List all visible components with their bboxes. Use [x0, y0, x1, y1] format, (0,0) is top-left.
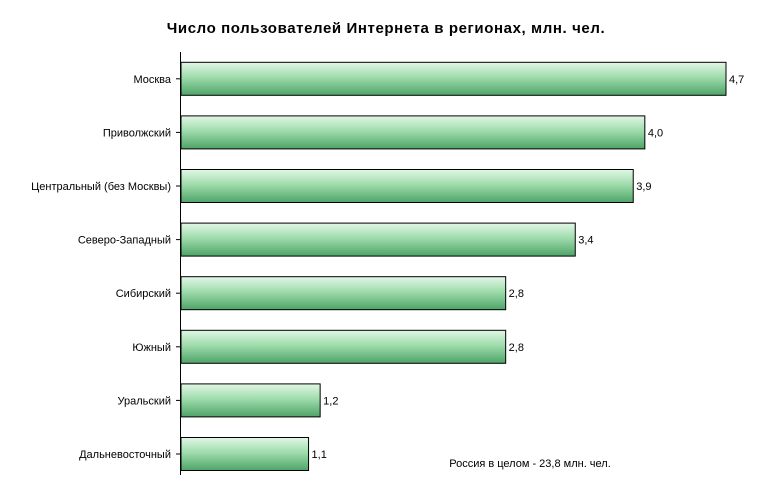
- category-label: Сибирский: [116, 288, 171, 300]
- value-label: 3,4: [578, 235, 593, 247]
- value-label: 1,1: [312, 449, 327, 461]
- bar: [180, 276, 507, 311]
- bars-layer: Москва 4,7 Приволжский 4,0 Центральный (без …: [31, 61, 744, 471]
- value-label: 3,9: [636, 181, 651, 193]
- bar: [180, 169, 634, 203]
- value-label: 2,8: [509, 342, 524, 354]
- value-label: 4,0: [648, 127, 663, 139]
- value-label: 2,8: [509, 288, 524, 300]
- bar: [180, 383, 321, 418]
- category-label: Южный: [132, 342, 171, 354]
- category-label: Центральный (без Москвы): [31, 181, 171, 193]
- bar: [180, 222, 576, 257]
- bar: [180, 329, 507, 364]
- total-annotation: Россия в целом - 23,8 млн. чел.: [449, 458, 611, 470]
- category-label: Дальневосточный: [79, 449, 171, 461]
- category-label: Москва: [133, 74, 171, 86]
- category-label: Уральский: [118, 395, 171, 407]
- bar: [180, 61, 727, 96]
- category-label: Приволжский: [103, 127, 171, 139]
- bar: [180, 115, 646, 150]
- value-label: 4,7: [729, 74, 744, 86]
- bar: [180, 437, 310, 471]
- chart-title: Число пользователей Интернета в регионах…: [167, 20, 605, 37]
- value-label: 1,2: [323, 395, 338, 407]
- category-label: Северо-Западный: [78, 235, 171, 247]
